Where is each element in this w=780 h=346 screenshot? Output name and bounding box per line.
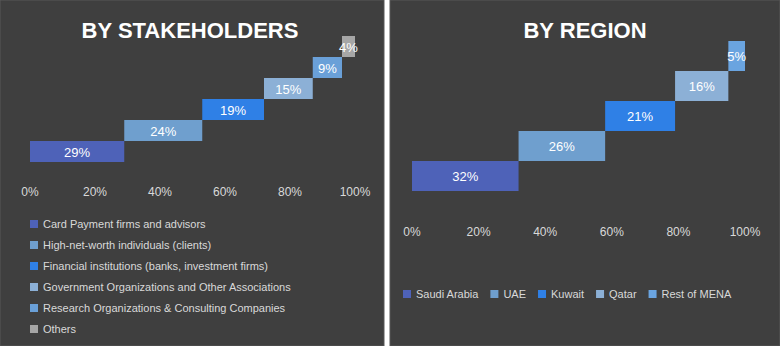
legend-swatch bbox=[403, 290, 411, 298]
bar bbox=[605, 101, 675, 131]
legend-entry: Financial institutions (banks, investmen… bbox=[43, 260, 268, 272]
legend-entry: UAE bbox=[503, 288, 526, 300]
bar bbox=[124, 120, 202, 141]
legend-entry: Rest of MENA bbox=[662, 288, 732, 300]
legend-entry: High-net-worth individuals (clients) bbox=[43, 239, 211, 251]
data-label: 21% bbox=[627, 109, 653, 124]
legend-swatch bbox=[596, 290, 604, 298]
chart-canvas: BY STAKEHOLDERS 0% 20% 40% 60% 80% 100% 29% 24% 1… bbox=[0, 0, 780, 346]
bar bbox=[313, 57, 342, 78]
bars bbox=[30, 36, 355, 162]
tick-label: 0% bbox=[21, 185, 39, 199]
legend-swatch bbox=[30, 283, 38, 291]
legend-entry: Others bbox=[43, 323, 77, 335]
tick-label: 80% bbox=[666, 225, 690, 239]
data-label: 19% bbox=[220, 103, 246, 118]
bar bbox=[675, 71, 728, 101]
data-label: 5% bbox=[727, 49, 746, 64]
legend-swatch bbox=[30, 304, 38, 312]
tick-label: 20% bbox=[467, 225, 491, 239]
legend-swatch bbox=[30, 325, 38, 333]
bar bbox=[202, 99, 264, 120]
tick-label: 0% bbox=[403, 225, 421, 239]
data-label: 4% bbox=[339, 40, 358, 55]
data-label: 32% bbox=[452, 169, 478, 184]
legend-entry: Research Organizations & Consulting Comp… bbox=[43, 302, 286, 314]
tick-label: 60% bbox=[213, 185, 237, 199]
data-label: 26% bbox=[549, 139, 575, 154]
panel-background bbox=[0, 0, 384, 346]
data-label: 29% bbox=[64, 145, 90, 160]
legend-swatch bbox=[649, 290, 657, 298]
legend-swatch bbox=[30, 262, 38, 270]
data-label: 15% bbox=[275, 82, 301, 97]
bar bbox=[30, 141, 124, 162]
legend-entry: Kuwait bbox=[551, 288, 584, 300]
tick-label: 60% bbox=[600, 225, 624, 239]
tick-label: 100% bbox=[340, 185, 371, 199]
data-label: 16% bbox=[689, 79, 715, 94]
bar bbox=[519, 131, 606, 161]
tick-label: 100% bbox=[730, 225, 761, 239]
data-label: 9% bbox=[318, 61, 337, 76]
chart-title: BY REGION bbox=[523, 18, 646, 43]
legend-entry: Qatar bbox=[609, 288, 637, 300]
legend-swatch bbox=[538, 290, 546, 298]
chart-title: BY STAKEHOLDERS bbox=[82, 18, 299, 43]
legend-entry: Card Payment firms and advisors bbox=[43, 218, 206, 230]
legend-swatch bbox=[490, 290, 498, 298]
data-label: 24% bbox=[150, 124, 176, 139]
legend-swatch bbox=[30, 220, 38, 228]
tick-label: 80% bbox=[278, 185, 302, 199]
bar bbox=[412, 161, 519, 191]
legend-swatch bbox=[30, 241, 38, 249]
legend-entry: Saudi Arabia bbox=[416, 288, 479, 300]
bars bbox=[412, 41, 745, 191]
tick-label: 20% bbox=[83, 185, 107, 199]
bar bbox=[264, 78, 313, 99]
legend-entry: Government Organizations and Other Assoc… bbox=[43, 281, 291, 293]
panel-background bbox=[390, 0, 780, 346]
tick-label: 40% bbox=[533, 225, 557, 239]
tick-label: 40% bbox=[148, 185, 172, 199]
